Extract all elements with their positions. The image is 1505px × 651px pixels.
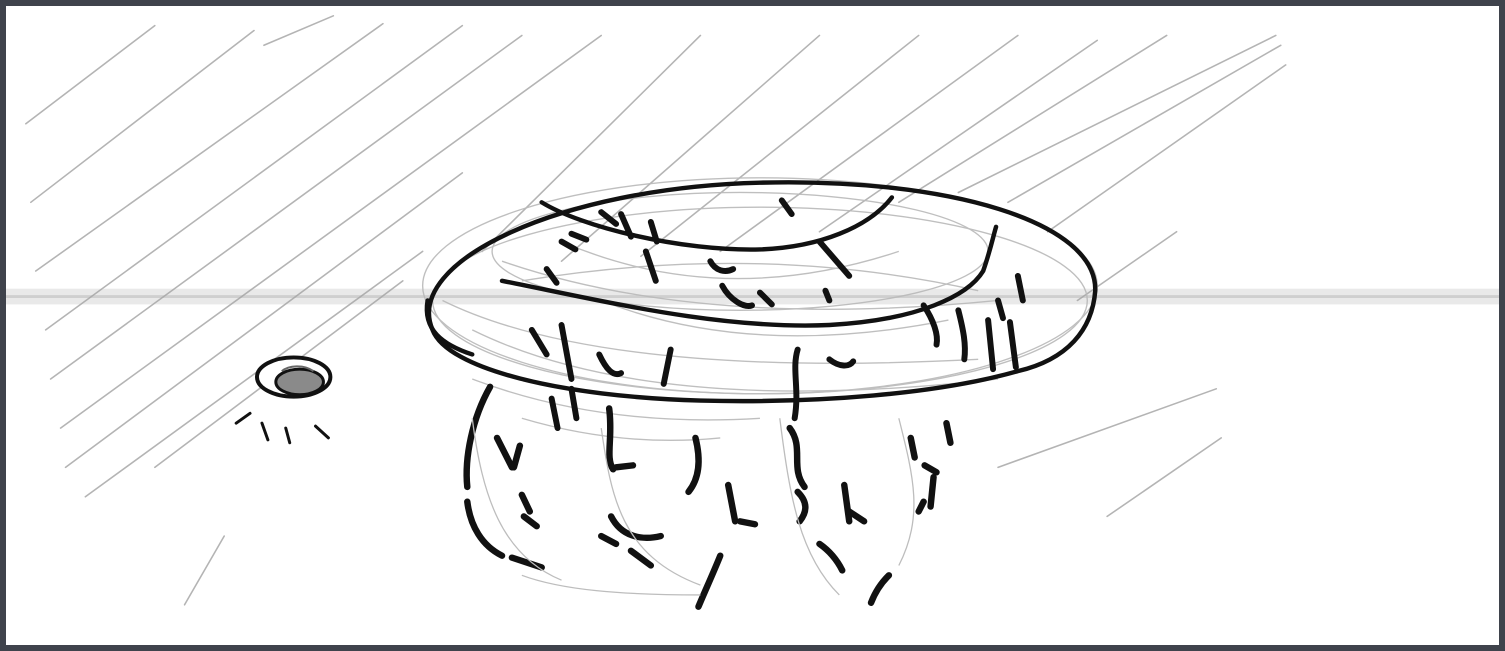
- disc-top-dome: [539, 195, 895, 252]
- beam-pencil: [471, 418, 915, 596]
- disc-inner-band: [499, 224, 999, 328]
- beam-strokes: [463, 383, 954, 610]
- disc-ink-marks: [543, 197, 1026, 373]
- disc-rim-ink-marks: [528, 322, 857, 432]
- distant-object-ticks: [234, 411, 330, 445]
- disc-rim-lower-edge: [424, 298, 475, 357]
- distant-object: [254, 355, 333, 399]
- disc-outline: [424, 180, 1098, 404]
- sketch-canvas: [6, 15, 1499, 610]
- disc-outer-rim: [426, 180, 1098, 404]
